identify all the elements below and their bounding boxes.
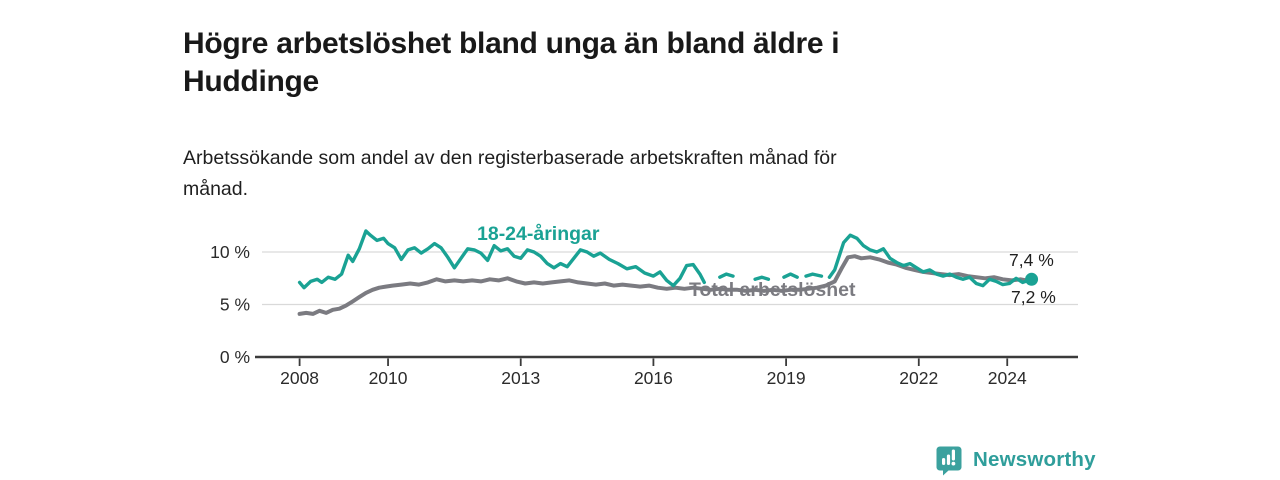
series-label-young: 18-24-åringar (477, 223, 600, 245)
x-axis-tick-label: 2013 (501, 368, 540, 388)
end-value-total: 7,2 % (1011, 287, 1056, 307)
y-axis-tick-label: 10 % (210, 242, 250, 262)
end-value-young: 7,4 % (1009, 250, 1054, 270)
x-axis-tick-label: 2022 (899, 368, 938, 388)
x-axis-tick-label: 2024 (988, 368, 1027, 388)
page-title: Högre arbetslöshet bland unga än bland ä… (183, 27, 840, 99)
x-axis-tick-label: 2016 (634, 368, 673, 388)
series-label-total: Total arbetslöshet (689, 279, 856, 301)
newsworthy-logo-icon (934, 444, 964, 476)
series-line-total (297, 254, 1034, 316)
x-axis-tick-label: 2019 (767, 368, 806, 388)
x-axis-tick-label: 2010 (369, 368, 408, 388)
newsworthy-logo[interactable]: Newsworthy (934, 444, 1096, 476)
y-axis-tick-label: 0 % (220, 347, 250, 367)
page-subtitle: Arbetssökande som andel av den registerb… (183, 146, 837, 201)
series-line-young (297, 229, 1034, 290)
series-end-dot-young (1025, 272, 1039, 286)
y-axis-tick-label: 5 % (220, 295, 250, 315)
x-axis-tick-label: 2008 (280, 368, 319, 388)
newsworthy-logo-text: Newsworthy (973, 448, 1096, 471)
